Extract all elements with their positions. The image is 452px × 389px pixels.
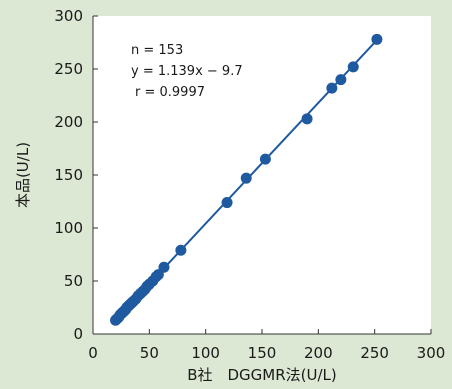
data-point — [175, 244, 187, 256]
x-tick-label: 150 — [248, 344, 277, 362]
y-tick-label: 200 — [54, 113, 83, 131]
x-tick-label: 300 — [417, 344, 446, 362]
data-point — [240, 172, 252, 184]
data-point — [371, 33, 383, 45]
y-tick-label: 300 — [54, 7, 83, 25]
x-tick-label: 50 — [140, 344, 159, 362]
data-point — [326, 82, 338, 94]
y-tick-label: 50 — [64, 272, 83, 290]
y-axis-ticks: 0 50 100 150 200 250 300 — [54, 7, 98, 343]
data-points — [110, 33, 383, 326]
y-tick-label: 100 — [54, 219, 83, 237]
annotation-equation: y = 1.139x − 9.7 — [131, 64, 243, 79]
y-tick-label: 150 — [54, 166, 83, 184]
data-point — [301, 113, 313, 125]
data-point — [347, 61, 359, 73]
data-point — [158, 261, 170, 273]
x-tick-label: 100 — [191, 344, 220, 362]
annotation-n: n = 153 — [131, 43, 183, 58]
x-axis-ticks: 0 50 100 150 200 250 300 — [88, 329, 445, 362]
x-tick-label: 250 — [360, 344, 389, 362]
y-tick-label: 250 — [54, 60, 83, 78]
x-tick-label: 0 — [88, 344, 98, 362]
x-tick-label: 200 — [304, 344, 333, 362]
y-tick-label: 0 — [73, 325, 83, 343]
data-point — [259, 153, 271, 165]
data-point — [221, 197, 233, 209]
data-point — [335, 74, 347, 86]
annotation-r: r = 0.9997 — [135, 85, 205, 100]
y-axis-label: 本品(U/L) — [14, 142, 32, 208]
x-axis-label: B社 DGGMR法(U/L) — [187, 366, 337, 384]
